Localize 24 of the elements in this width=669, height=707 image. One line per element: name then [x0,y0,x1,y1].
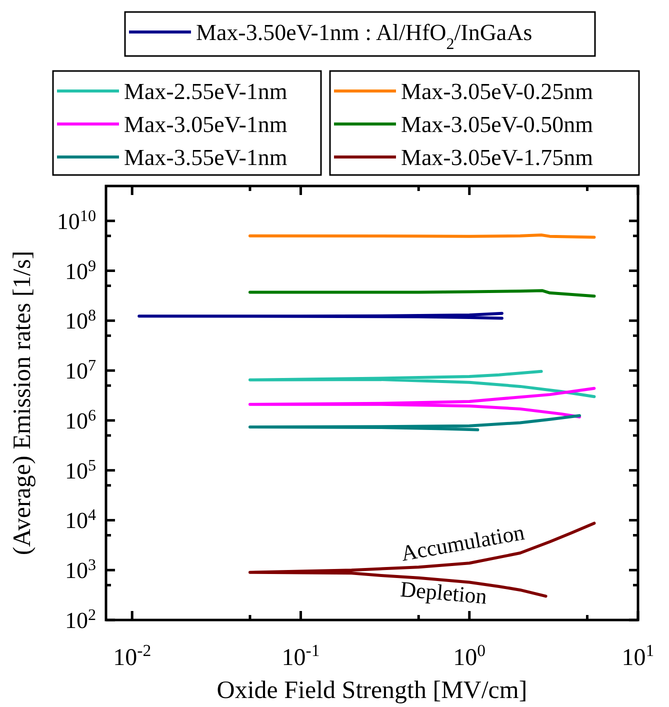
x-tick-label: 10$^{-2}$ [113,640,152,671]
x-tick-label: 10$^{0}$ [453,640,486,671]
x-tick-label: 10$^{-1}$ [282,640,320,671]
y-axis-title: (Average) Emission rates [1/s] [9,250,36,556]
legend-label: Max-3.05eV-1.75nm [401,145,594,170]
annotation: Accumulation [399,519,526,566]
legend-label: Max-3.05eV-0.25nm [401,79,594,104]
y-tick-label: 10$^{7}$ [64,357,96,384]
y-tick-label: 10$^{8}$ [64,307,96,334]
x-tick-label: 10$^{1}$ [622,640,654,671]
y-tick-label: 10$^{4}$ [64,506,96,534]
y-tick-label: 10$^{10}$ [56,207,96,234]
legend-label: Max-3.50eV-1nm : Al/HfO$_{2}$/InGaAs [196,20,532,52]
legend-label: Max-3.05eV-0.50nm [401,112,594,137]
legend-label: Max-2.55eV-1nm [124,79,288,104]
legend-label: Max-3.55eV-1nm [124,145,288,170]
y-tick-label: 10$^{6}$ [64,406,96,434]
y-tick-label: 10$^{3}$ [64,556,96,584]
y-tick-label: 10$^{9}$ [64,257,96,284]
y-tick-label: 10$^{2}$ [64,606,96,633]
x-axis-title: Oxide Field Strength [MV/cm] [216,677,528,704]
annotation: Depletion [399,576,488,609]
y-tick-label: 10$^{5}$ [64,456,96,484]
legend-label: Max-3.05eV-1nm [124,112,288,137]
